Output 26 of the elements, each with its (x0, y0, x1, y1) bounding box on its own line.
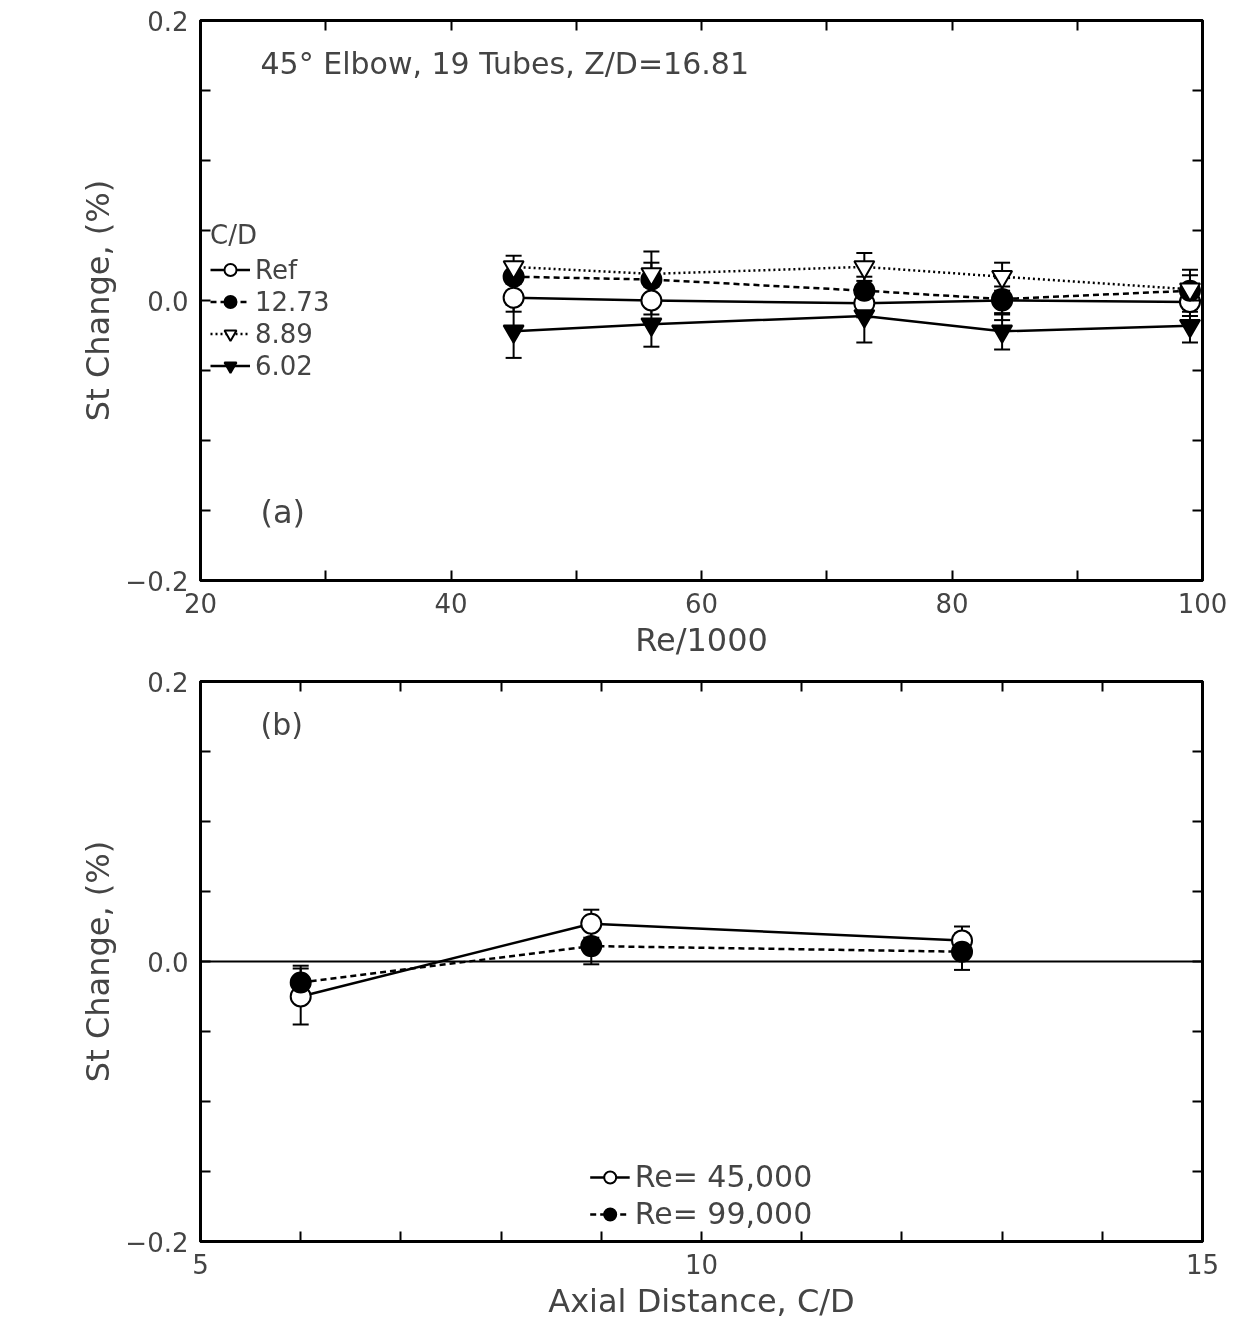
x-tick-label: 100 (1177, 588, 1228, 619)
x-axis-title: Re/1000 (635, 620, 768, 659)
x-tick-label: 40 (434, 588, 468, 619)
legend-label: 8.89 (255, 318, 313, 349)
annotation: (b) (260, 706, 303, 742)
y-tick-label: 0.0 (147, 286, 189, 317)
x-tick-label: 5 (192, 1249, 209, 1280)
legend-title: C/D (210, 219, 258, 250)
y-tick-label: −0.2 (125, 1227, 189, 1258)
x-tick-label: 15 (1185, 1249, 1220, 1280)
x-tick-label: 10 (684, 1249, 719, 1280)
y-axis-title: St Change, (%) (79, 840, 118, 1083)
legend-label: 12.73 (255, 286, 330, 317)
y-axis-title: St Change, (%) (79, 179, 118, 422)
y-tick-label: 0.2 (147, 667, 189, 698)
annotation: (a) (260, 492, 306, 531)
y-tick-label: 0.0 (147, 947, 189, 978)
legend-label: Ref (255, 254, 298, 285)
legend-label: 6.02 (255, 350, 313, 381)
x-tick-label: 80 (935, 588, 969, 619)
x-axis-title: Axial Distance, C/D (548, 1281, 855, 1320)
legend-label: Re= 99,000 (634, 1196, 813, 1231)
annotation: 45° Elbow, 19 Tubes, Z/D=16.81 (260, 45, 749, 81)
y-tick-label: 0.2 (147, 6, 189, 37)
x-tick-label: 60 (684, 588, 719, 619)
legend-label: Re= 45,000 (634, 1159, 813, 1194)
